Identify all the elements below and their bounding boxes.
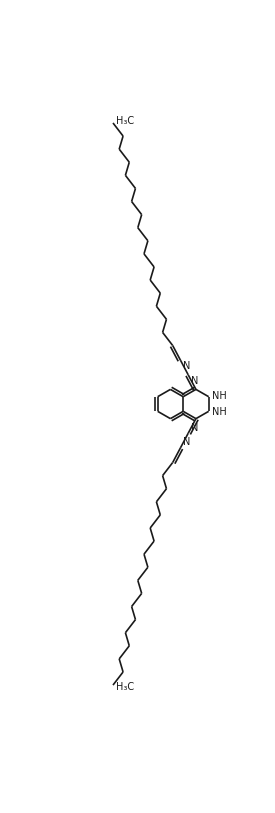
Text: NH: NH (212, 391, 227, 401)
Text: H₃C: H₃C (116, 681, 134, 692)
Text: N: N (183, 361, 190, 371)
Text: N: N (183, 437, 190, 447)
Text: H₃C: H₃C (116, 116, 134, 127)
Text: N: N (191, 423, 198, 433)
Text: N: N (191, 376, 198, 385)
Text: NH: NH (212, 407, 227, 417)
